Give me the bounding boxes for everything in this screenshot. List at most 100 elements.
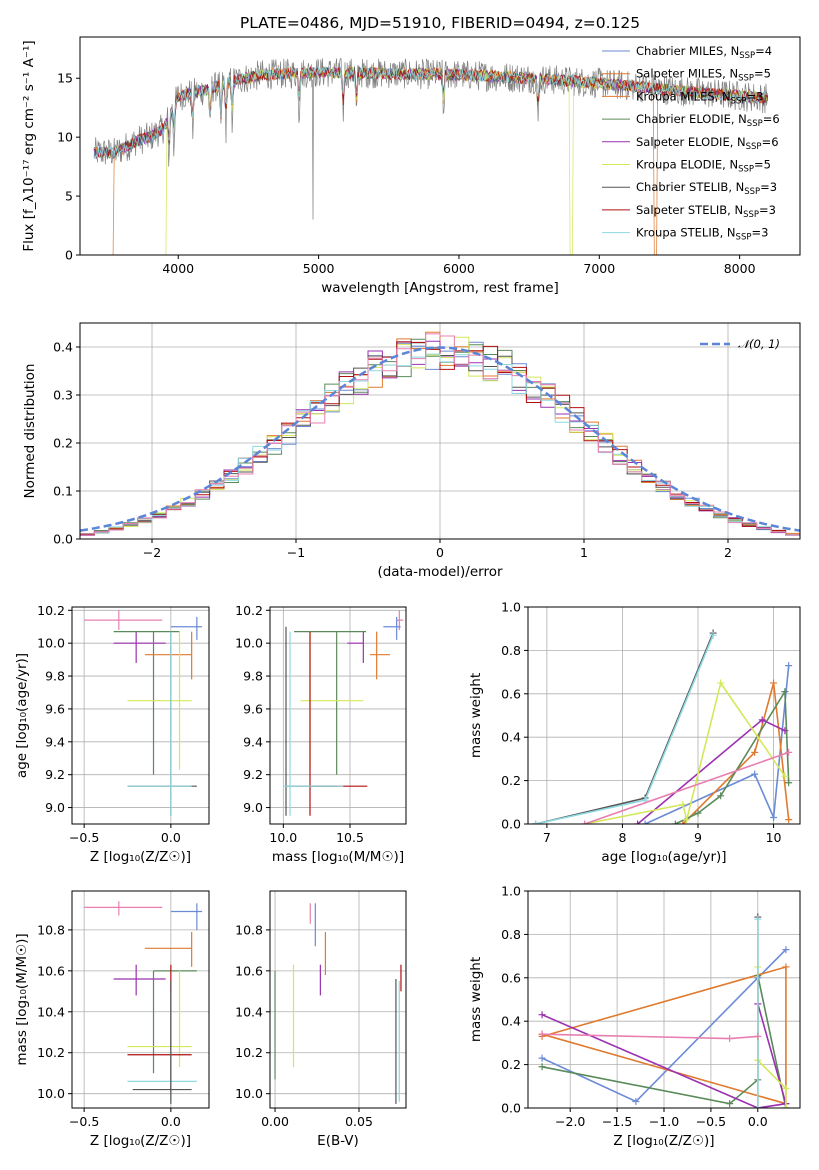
x-tick-label: 6000 (443, 261, 475, 276)
x-axis-label: Z [log₁₀(Z/Z☉)] (90, 1133, 191, 1149)
weight-series-line (541, 965, 787, 1105)
x-tick-label: 0.0 (161, 830, 181, 845)
y-axis-label: Flux [f_λ10⁻¹⁷ erg cm⁻² s⁻¹ A⁻¹] (21, 40, 37, 251)
weight-point-marker (717, 679, 725, 687)
spectrum-plot-area (93, 58, 769, 255)
weight-series-line (535, 632, 714, 824)
x-tick-label: −1.0 (649, 1114, 679, 1129)
y-tick-label: 10.8 (37, 922, 65, 937)
weight-point-marker (671, 820, 679, 824)
weight-series-line (541, 949, 787, 1103)
legend-entry: Salpeter ELODIE, NSSP=6 (636, 135, 779, 152)
y-tick-label: 10.0 (235, 1086, 263, 1101)
age_vs_Z-panel: −0.5 0.0 9.0 9.2 9.4 9.6 9.8 10.0 10.2 Z [log₁₀(Z… (14, 603, 210, 865)
weight-series-line (584, 751, 789, 824)
weight-point-marker (782, 1104, 790, 1108)
weight-point-marker (782, 946, 790, 954)
x-tick-label: −0.5 (696, 1114, 726, 1129)
weight-point-marker (754, 1104, 762, 1108)
y-tick-label: 1.0 (501, 884, 521, 899)
weight-point-marker (694, 809, 702, 817)
x-tick-label: 10.5 (336, 830, 364, 845)
histogram-step-line (80, 333, 800, 536)
mass_vs_Z-plot-area (84, 901, 203, 1104)
spectrum-model-line (93, 65, 768, 160)
legend-subscript: SSP (743, 210, 759, 220)
legend-entry: 𝒩(0, 1) (738, 337, 780, 351)
y-axis-label: mass weight (468, 673, 484, 758)
y-tick-label: 9.2 (45, 767, 65, 782)
weight-point-marker (770, 813, 778, 821)
spectrum-panel: 4000 5000 6000 7000 8000 0 5 10 15 wavelength [An… (21, 36, 801, 296)
weight-point-marker (538, 1011, 546, 1019)
weight-point-marker (679, 820, 687, 824)
weight-point-marker (758, 716, 766, 724)
figure-title: PLATE=0486, MJD=51910, FIBERID=0494, z=0… (240, 14, 640, 32)
x-axis-label: Z [log₁₀(Z/Z☉)] (90, 849, 191, 865)
weight-point-marker (751, 770, 759, 778)
weight-point-marker (782, 1084, 790, 1092)
x-tick-label: 10 (766, 830, 782, 845)
x-axis-label: wavelength [Angstrom, rest frame] (321, 280, 559, 296)
y-tick-label: 0.6 (501, 970, 521, 985)
weight-point-marker (781, 688, 789, 696)
weight-point-marker (785, 662, 793, 670)
weight-series-line (542, 1033, 758, 1040)
x-tick-label: 0 (436, 545, 444, 560)
x-tick-label: 0.0 (161, 1114, 181, 1129)
weight-point-marker (785, 816, 793, 824)
y-tick-label: 0.0 (501, 817, 521, 832)
spectrum-frame (79, 36, 801, 256)
x-tick-label: −2.0 (555, 1114, 585, 1129)
x-tick-label: −1 (287, 545, 305, 560)
mass_vs_ebv-plot-area (274, 903, 402, 1104)
y-tick-label: 0 (65, 248, 73, 263)
weight-point-marker (717, 792, 725, 800)
legend-entry: Kroupa ELODIE, NSSP=5 (636, 158, 771, 175)
weight-point-marker (581, 820, 589, 824)
y-tick-label: 5 (65, 189, 73, 204)
x-tick-label: 9 (694, 830, 702, 845)
weight-point-marker (754, 1032, 762, 1040)
weight-point-marker (538, 1030, 546, 1038)
y-tick-label: 10.2 (235, 603, 263, 618)
legend-entry-rest: =5 (754, 158, 771, 172)
weight_vs_Z-plot-area (538, 913, 790, 1108)
x-tick-label: −2 (143, 545, 161, 560)
legend-entry-rest: =5 (754, 67, 771, 81)
weight-point-marker (679, 800, 687, 808)
age_vs_mass-plot-area (283, 610, 404, 816)
residuals-panel: −2 −1 0 1 2 0.0 0.1 0.2 0.3 0.4 (data-model)/error… (22, 322, 801, 580)
x-tick-label: −1.5 (602, 1114, 632, 1129)
y-tick-label: 0.8 (501, 643, 521, 658)
legend-entry-rest: =6 (762, 135, 779, 149)
weight-point-marker (726, 1100, 734, 1108)
y-tick-label: 0.4 (501, 1014, 521, 1029)
legend-entry-rest: =3 (759, 203, 776, 217)
weight_vs_age-plot-area (532, 629, 793, 824)
y-tick-label: 9.6 (243, 701, 263, 716)
y-tick-label: 9.0 (45, 800, 65, 815)
weight-point-marker (751, 748, 759, 756)
mass_vs_Z-panel: −0.5 0.0 10.0 10.2 10.4 10.6 10.8 Z [log₁₀(Z/Z☉… (14, 890, 210, 1149)
x-axis-label: mass [log₁₀(M/M☉)] (272, 849, 404, 865)
y-tick-label: 10.2 (37, 603, 65, 618)
weight-point-marker (785, 779, 793, 787)
weight-point-marker (781, 772, 789, 780)
legend-entry: Kroupa STELIB, NSSP=3 (636, 226, 768, 243)
y-tick-label: 1.0 (501, 600, 521, 615)
legend-entry: Salpeter STELIB, NSSP=3 (636, 203, 776, 220)
legend-entry: Chabrier STELIB, NSSP=3 (636, 180, 777, 197)
y-tick-label: 0.8 (501, 927, 521, 942)
y-tick-label: 10.2 (235, 1045, 263, 1060)
legend-entry-rest: =3 (751, 226, 768, 240)
y-axis-label: mass [log₁₀(M/M☉)] (14, 933, 30, 1065)
y-tick-label: 10.0 (37, 1086, 65, 1101)
residuals-plot-area (80, 331, 800, 536)
legend-entry: Chabrier MILES, NSSP=4 (636, 44, 772, 61)
y-tick-label: 9.4 (45, 734, 65, 749)
legend-subscript: SSP (738, 165, 754, 175)
y-tick-label: 15 (57, 71, 73, 86)
y-tick-label: 0.4 (501, 730, 521, 745)
x-tick-label: 1 (580, 545, 588, 560)
